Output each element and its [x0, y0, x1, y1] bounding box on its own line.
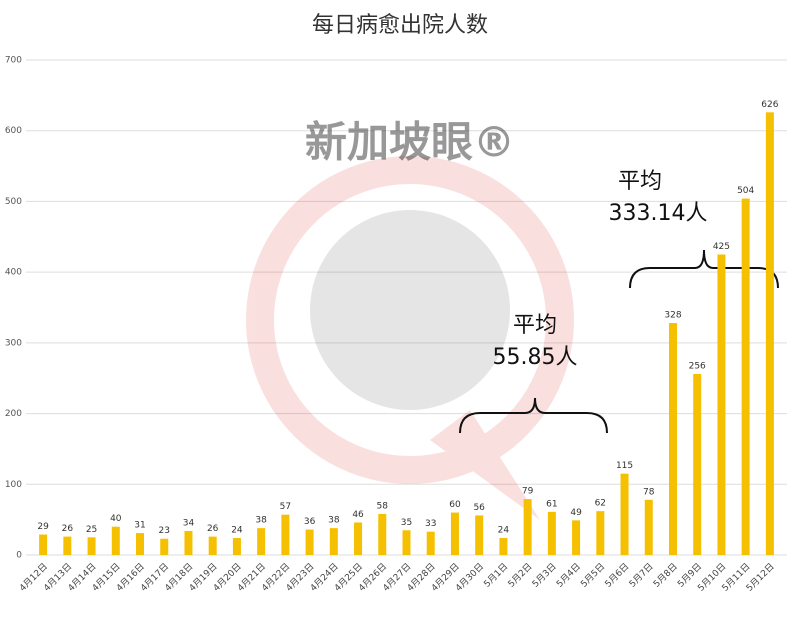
value-label: 26	[207, 524, 219, 534]
bar	[87, 537, 96, 555]
bar	[475, 515, 484, 555]
bar	[402, 530, 411, 555]
bar	[693, 373, 702, 555]
bar	[208, 536, 217, 555]
value-label: 24	[231, 526, 243, 536]
annotation: 55.85人	[493, 345, 578, 370]
bar	[111, 526, 120, 555]
value-label: 24	[498, 526, 510, 536]
bracket	[459, 397, 608, 434]
value-label: 328	[664, 311, 681, 321]
bar	[281, 514, 290, 555]
value-label: 26	[62, 524, 74, 534]
bar	[136, 533, 145, 555]
x-tick-label: 5月1日	[482, 561, 511, 590]
value-label: 79	[522, 487, 534, 497]
bar	[329, 528, 338, 555]
bar	[63, 536, 72, 555]
y-tick-label: 500	[5, 197, 22, 207]
x-tick-label: 5月4日	[554, 561, 583, 590]
value-label: 626	[761, 100, 778, 110]
bar	[39, 534, 48, 555]
y-tick-label: 100	[5, 480, 22, 490]
bar	[354, 522, 363, 555]
bar	[184, 530, 193, 555]
value-label: 34	[183, 518, 195, 528]
value-label: 38	[255, 516, 267, 526]
bar	[765, 112, 774, 555]
bar	[499, 538, 508, 555]
bar	[596, 511, 605, 555]
value-label: 115	[616, 461, 633, 471]
x-tick-label: 5月6日	[603, 561, 632, 590]
bar	[668, 323, 677, 555]
annotation: 平均	[618, 169, 662, 194]
y-tick-label: 700	[5, 56, 22, 66]
x-tick-label: 5月3日	[530, 561, 559, 590]
value-label: 23	[159, 526, 170, 536]
bar	[644, 499, 653, 555]
value-label: 38	[328, 516, 340, 526]
value-label: 49	[570, 508, 582, 518]
value-label: 58	[377, 501, 389, 511]
value-label: 35	[401, 518, 412, 528]
y-tick-label: 400	[5, 268, 22, 278]
value-label: 36	[304, 517, 316, 527]
y-tick-label: 200	[5, 409, 22, 419]
value-label: 29	[37, 522, 49, 532]
watermark-logo	[246, 156, 574, 520]
value-label: 62	[595, 499, 606, 509]
bar	[523, 499, 532, 555]
x-tick-label: 5月2日	[506, 561, 535, 590]
annotation: 333.14人	[609, 201, 708, 226]
value-label: 425	[713, 242, 730, 252]
bar	[450, 512, 459, 555]
bar	[257, 528, 266, 555]
value-label: 25	[86, 525, 97, 535]
value-label: 40	[110, 514, 122, 524]
bracket	[629, 249, 779, 289]
value-label: 46	[352, 510, 364, 520]
value-label: 504	[737, 186, 754, 196]
value-label: 60	[449, 500, 461, 510]
value-label: 78	[643, 487, 655, 497]
value-label: 256	[689, 361, 706, 371]
value-label: 56	[473, 503, 485, 513]
x-tick-label: 5月8日	[651, 561, 680, 590]
watermark: 新加坡眼®	[305, 118, 515, 167]
value-label: 61	[546, 499, 557, 509]
bar	[232, 538, 241, 555]
bar	[547, 511, 556, 555]
bar	[378, 513, 387, 555]
y-tick-label: 300	[5, 338, 22, 348]
value-label: 31	[134, 521, 145, 531]
bar	[305, 529, 314, 555]
bar	[572, 520, 581, 555]
bar	[426, 531, 435, 555]
y-tick-label: 0	[16, 551, 22, 561]
bar	[717, 254, 726, 555]
value-label: 33	[425, 519, 436, 529]
bar	[160, 538, 169, 555]
y-tick-label: 600	[5, 126, 22, 136]
annotation: 平均	[513, 313, 557, 338]
bar	[620, 473, 629, 555]
chart-title: 每日病愈出院人数	[312, 13, 488, 38]
bar	[741, 198, 750, 555]
value-label: 57	[280, 502, 291, 512]
x-tick-label: 5月5日	[579, 561, 608, 590]
x-tick-label: 5月7日	[627, 561, 656, 590]
